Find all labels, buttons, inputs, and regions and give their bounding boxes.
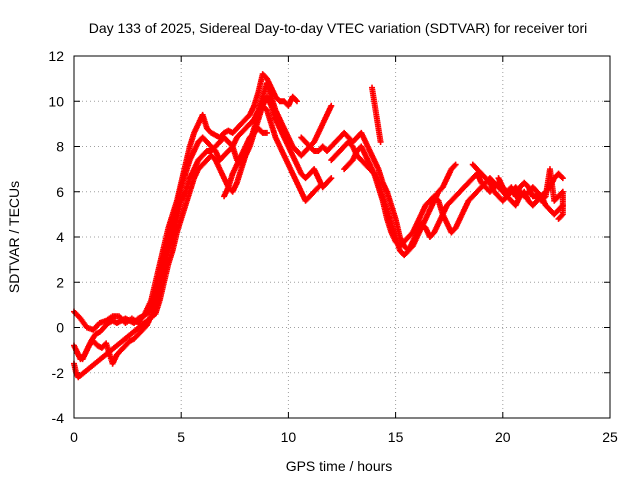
- data-point: [328, 175, 335, 182]
- chart-title: Day 133 of 2025, Sidereal Day-to-day VTE…: [89, 20, 588, 36]
- x-tick-label: 0: [70, 429, 78, 445]
- x-axis-title: GPS time / hours: [286, 458, 393, 474]
- y-tick-label: -4: [52, 410, 65, 426]
- plot-frame: [73, 55, 611, 419]
- x-tick-label: 25: [602, 429, 618, 445]
- y-tick-label: 6: [56, 184, 64, 200]
- data-point: [263, 129, 270, 136]
- x-tick-label: 20: [495, 429, 511, 445]
- series-arc-9: [369, 84, 384, 145]
- y-tick-label: 0: [56, 320, 64, 336]
- y-tick-label: -2: [52, 365, 65, 381]
- data-point: [314, 185, 321, 192]
- series-arc-5: [221, 125, 270, 200]
- data-point: [559, 175, 566, 182]
- data-point: [293, 98, 300, 105]
- series-arc-2: [71, 80, 335, 363]
- x-tick-label: 5: [177, 429, 185, 445]
- data-point: [328, 102, 335, 109]
- y-tick-labels: -4 -2 0 2 4 6 8 10 12: [48, 48, 64, 426]
- data-point: [452, 161, 459, 168]
- x-tick-label: 10: [281, 429, 297, 445]
- y-tick-label: 12: [48, 48, 64, 64]
- grid-lines: [74, 56, 610, 418]
- y-tick-label: 4: [56, 229, 64, 245]
- y-tick-label: 8: [56, 139, 64, 155]
- data-point: [555, 215, 562, 222]
- y-axis-title: SDTVAR / TECUs: [6, 181, 22, 293]
- data-point: [377, 138, 384, 145]
- data-point: [556, 214, 563, 221]
- x-tick-labels: 0 5 10 15 20 25: [70, 429, 618, 445]
- series-arc-4: [71, 102, 322, 381]
- data-point: [292, 97, 299, 104]
- y-tick-label: 10: [48, 93, 64, 109]
- y-tick-label: 2: [56, 274, 64, 290]
- x-tick-label: 15: [388, 429, 404, 445]
- data-point: [541, 194, 548, 201]
- series-arc-11: [495, 166, 566, 222]
- data-series: [71, 71, 566, 381]
- data-point: [315, 184, 322, 191]
- data-point: [451, 162, 458, 169]
- data-point: [327, 176, 334, 183]
- data-point: [558, 174, 565, 181]
- series-arc-3: [73, 93, 335, 367]
